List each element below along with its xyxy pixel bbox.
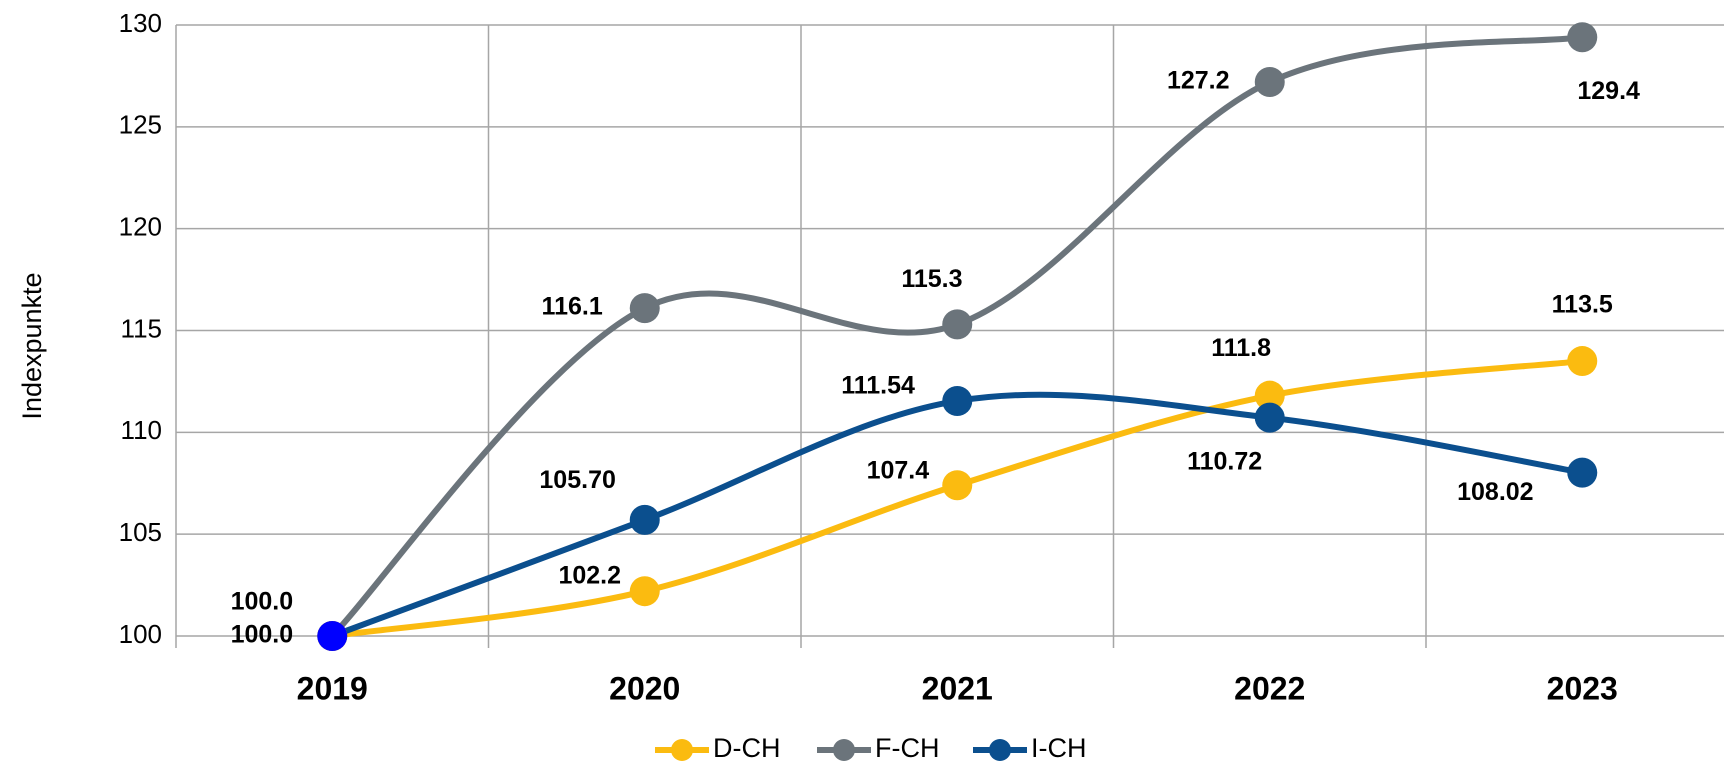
data-label: 110.72 — [1187, 447, 1262, 475]
data-label: 107.4 — [867, 457, 930, 485]
data-label: 111.8 — [1211, 334, 1271, 362]
x-tick-label: 2019 — [297, 670, 368, 706]
data-label: 102.2 — [558, 562, 621, 590]
legend-label: D-CH — [713, 733, 781, 763]
y-tick-label: 120 — [119, 212, 162, 242]
data-point — [317, 621, 348, 651]
y-tick-label: 110 — [121, 415, 162, 445]
legend-marker — [833, 739, 855, 761]
y-axis-label: Indexpunkte — [17, 272, 47, 419]
data-point — [942, 309, 973, 340]
y-tick-label: 105 — [119, 517, 162, 547]
data-point — [942, 470, 973, 501]
data-point — [1254, 67, 1285, 98]
y-tick-label: 115 — [121, 313, 162, 343]
data-label: 100.0 — [231, 588, 294, 616]
x-tick-label: 2023 — [1547, 670, 1618, 706]
data-label: 105.70 — [539, 466, 615, 494]
data-label: 116.1 — [542, 293, 603, 321]
legend-marker — [989, 739, 1011, 761]
x-tick-label: 2021 — [922, 670, 993, 706]
legend-marker — [671, 739, 693, 761]
data-point — [1567, 22, 1598, 53]
data-label: 115.3 — [901, 265, 962, 293]
y-tick-label: 130 — [119, 8, 162, 38]
x-tick-label: 2020 — [609, 670, 680, 706]
data-label: 111.54 — [841, 371, 915, 399]
data-point — [629, 293, 660, 324]
data-point — [1254, 402, 1285, 433]
data-label: 108.02 — [1457, 478, 1533, 506]
data-point — [629, 504, 660, 535]
legend-label: F-CH — [875, 733, 939, 763]
data-label: 113.5 — [1552, 291, 1613, 319]
data-point — [1567, 346, 1598, 377]
series-line — [331, 391, 1583, 639]
data-label: 129.4 — [1577, 77, 1640, 105]
y-tick-label: 125 — [119, 110, 162, 140]
data-point — [942, 385, 973, 416]
data-label: 127.2 — [1167, 67, 1230, 95]
x-tick-label: 2022 — [1234, 670, 1305, 706]
legend-label: I-CH — [1031, 733, 1087, 763]
y-tick-label: 100 — [119, 619, 162, 649]
data-point — [1254, 380, 1285, 411]
data-point — [629, 576, 660, 607]
data-point — [1567, 457, 1598, 488]
data-label: 100.0 — [231, 621, 294, 649]
